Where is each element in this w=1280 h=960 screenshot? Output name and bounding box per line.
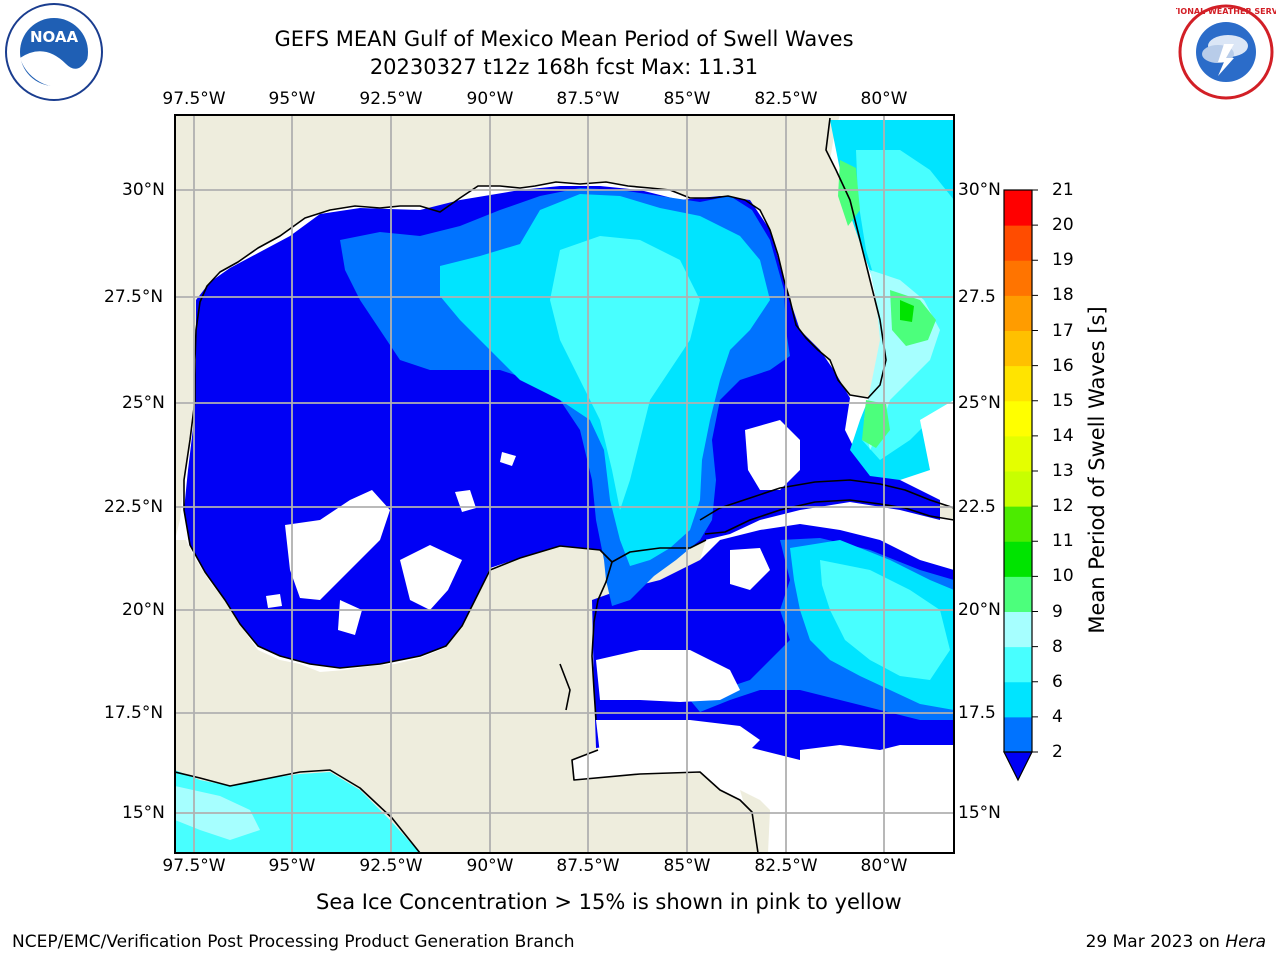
lon-label-top: 80°W <box>860 89 908 109</box>
colorbar-segment <box>1004 611 1032 648</box>
land-honduras <box>740 790 770 853</box>
lat-label-left: 27.5°N <box>104 287 164 307</box>
footer-org: NCEP/EMC/Verification Post Processing Pr… <box>12 932 575 952</box>
noaa-logo-icon: NOAA <box>5 3 103 101</box>
lon-label-bottom: 85°W <box>663 856 711 876</box>
colorbar-tick-label: 17 <box>1052 320 1074 341</box>
map-frame <box>174 114 955 854</box>
colorbar-tick-label: 20 <box>1052 215 1074 236</box>
lon-label-top: 85°W <box>663 89 711 109</box>
chart-subtitle: 20230327 t12z 168h fcst Max: 11.31 <box>369 55 759 79</box>
colorbar-segment <box>1004 225 1032 261</box>
lat-label-right: 17.5 <box>958 703 996 723</box>
lat-label-right: 27.5 <box>958 287 996 307</box>
colorbar-tick-label: 12 <box>1052 496 1074 517</box>
lon-label-top: 97.5°W <box>162 89 226 109</box>
coastlines <box>175 117 954 853</box>
colorbar-segment <box>1004 295 1032 331</box>
colorbar <box>1003 189 1038 782</box>
lon-label-bottom: 95°W <box>268 856 316 876</box>
colorbar-tick-label: 9 <box>1052 601 1063 622</box>
footer-host: Hera <box>1225 932 1266 952</box>
lon-label-bottom: 80°W <box>860 856 908 876</box>
colorbar-tick-label: 11 <box>1052 531 1074 552</box>
colorbar-segment <box>1004 330 1032 367</box>
colorbar-segment <box>1004 506 1032 542</box>
lat-label-left: 30°N <box>122 180 165 200</box>
lat-label-left: 15°N <box>122 803 165 823</box>
lon-label-top: 87.5°W <box>556 89 620 109</box>
colorbar-segment <box>1004 541 1032 577</box>
lat-label-left: 20°N <box>122 600 165 620</box>
colorbar-segment <box>1004 681 1032 718</box>
swell-green-c <box>838 160 860 226</box>
swell-green-d <box>900 300 914 322</box>
colorbar-segment <box>1004 190 1032 226</box>
colorbar-tick-label: 21 <box>1052 180 1074 200</box>
footer-date: 29 Mar 2023 on Hera <box>1086 932 1266 952</box>
footer-date-text: 29 Mar 2023 on <box>1085 932 1220 952</box>
colorbar-tick-label: 19 <box>1052 250 1074 271</box>
colorbar-tick-label: 16 <box>1052 355 1074 376</box>
colorbar-tick-label: 18 <box>1052 285 1074 306</box>
colorbar-tick-label: 2 <box>1052 742 1063 762</box>
lat-label-right: 30°N <box>958 180 1001 200</box>
lat-label-right: 15°N <box>958 803 1001 823</box>
colorbar-tick-label: 15 <box>1052 390 1074 411</box>
lon-label-top: 90°W <box>466 89 514 109</box>
lon-label-bottom: 87.5°W <box>556 856 620 876</box>
lat-label-left: 22.5°N <box>104 497 164 517</box>
colorbar-segment <box>1004 716 1032 753</box>
lat-label-left: 25°N <box>122 393 165 413</box>
gridlines <box>175 115 954 853</box>
colorbar-tick-label: 14 <box>1052 425 1074 446</box>
land-us <box>175 115 885 540</box>
swell-green-b <box>862 400 890 448</box>
colorbar-tick-label: 13 <box>1052 461 1074 481</box>
chart-title: GEFS MEAN Gulf of Mexico Mean Period of … <box>274 27 854 51</box>
lon-label-bottom: 90°W <box>466 856 514 876</box>
colorbar-segment <box>1004 365 1032 402</box>
noaa-logo-text: NOAA <box>30 28 79 46</box>
no-data-patches <box>266 400 954 853</box>
lat-label-left: 17.5°N <box>104 703 164 723</box>
colorbar-extend-triangle <box>1003 751 1033 782</box>
colorbar-segment <box>1004 400 1032 437</box>
lon-label-top: 95°W <box>268 89 316 109</box>
colorbar-tick-label: 10 <box>1052 566 1074 587</box>
lon-label-bottom: 82.5°W <box>754 856 818 876</box>
lon-label-top: 82.5°W <box>754 89 818 109</box>
swell-light-cyan-carib <box>820 560 950 680</box>
colorbar-segment <box>1004 260 1032 296</box>
lon-label-top: 92.5°W <box>359 89 423 109</box>
colorbar-label: Mean Period of Swell Waves [s] <box>1085 306 1109 634</box>
map-area <box>175 115 954 853</box>
nws-logo-ring: NATIONAL WEATHER SERVICE <box>1176 7 1276 16</box>
lon-label-bottom: 92.5°W <box>359 856 423 876</box>
colorbar-tick-label: 8 <box>1052 636 1063 657</box>
lat-label-right: 22.5 <box>958 497 996 517</box>
lon-label-bottom: 97.5°W <box>162 856 226 876</box>
colorbar-segment <box>1004 646 1032 683</box>
colorbar-segment <box>1004 471 1032 507</box>
sea-ice-note: Sea Ice Concentration > 15% is shown in … <box>316 890 902 914</box>
lat-label-right: 25°N <box>958 393 1001 413</box>
colorbar-tick-label: 4 <box>1052 706 1063 727</box>
colorbar-segment <box>1004 435 1032 472</box>
nws-logo-icon: NATIONAL WEATHER SERVICE <box>1176 4 1276 100</box>
colorbar-tick-label: 6 <box>1052 671 1063 692</box>
colorbar-segment <box>1004 576 1032 612</box>
lat-label-right: 20°N <box>958 600 1001 620</box>
